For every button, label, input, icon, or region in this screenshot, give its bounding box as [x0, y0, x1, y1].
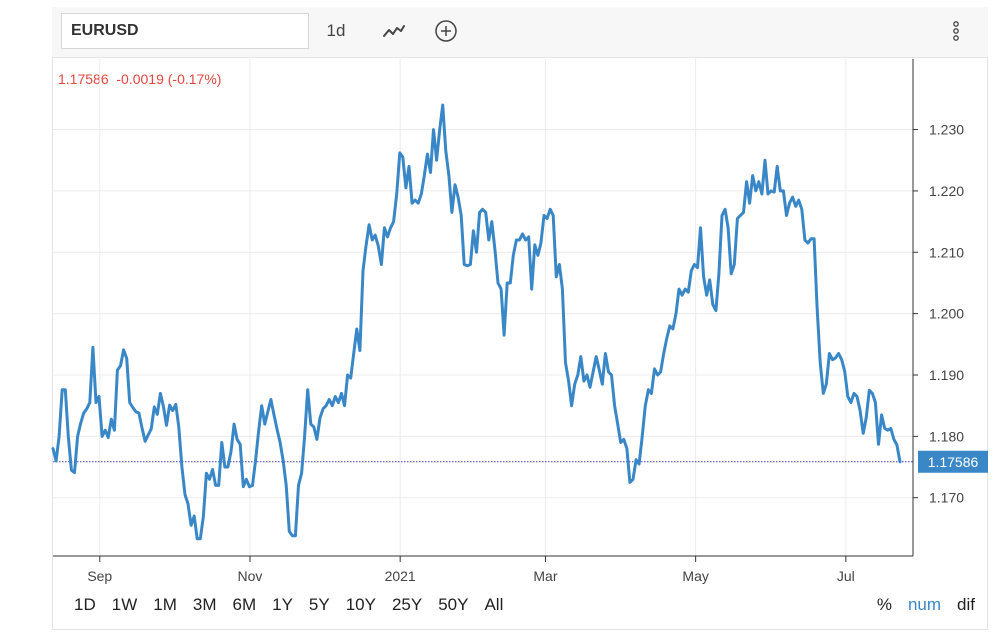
y-tick-label: 1.170 — [929, 490, 964, 506]
x-tick-label: Jul — [837, 568, 855, 584]
range-selector: 1D 1W 1M 3M 6M 1Y 5Y 10Y 25Y 50Y All — [66, 594, 511, 616]
range-6m-button[interactable]: 6M — [232, 595, 257, 614]
chart-frame — [52, 7, 988, 630]
y-tick-label: 1.210 — [929, 244, 964, 260]
y-tick-label: 1.180 — [929, 428, 964, 444]
range-1y-button[interactable]: 1Y — [272, 595, 293, 614]
line-chart-icon — [383, 25, 405, 37]
y-tick-label: 1.190 — [929, 367, 964, 383]
quote-change-pct: (-0.17%) — [167, 71, 222, 87]
chart-type-button[interactable] — [378, 14, 410, 48]
more-options-button[interactable] — [944, 14, 968, 48]
add-indicator-button[interactable] — [430, 14, 462, 48]
quote-change: -0.0019 — [116, 71, 164, 87]
range-all-button[interactable]: All — [484, 595, 504, 614]
quote-price: 1.17586 — [58, 71, 109, 87]
price-quote: 1.17586 -0.0019 (-0.17%) — [58, 71, 221, 87]
y-tick-label: 1.220 — [929, 183, 964, 199]
range-10y-button[interactable]: 10Y — [345, 595, 376, 614]
interval-button[interactable]: 1d — [326, 21, 346, 40]
more-vertical-icon — [953, 21, 959, 41]
x-tick-label: Nov — [238, 568, 263, 584]
add-circle-icon — [435, 20, 457, 42]
scale-selector: % num dif — [869, 594, 983, 616]
range-1d-button[interactable]: 1D — [74, 595, 96, 614]
x-tick-label: May — [682, 568, 708, 584]
scale-percent-button[interactable]: % — [876, 595, 892, 614]
x-tick-label: 2021 — [385, 568, 416, 584]
last-price-tag-label: 1.17586 — [928, 454, 979, 470]
range-5y-button[interactable]: 5Y — [308, 595, 330, 614]
symbol-input[interactable]: EURUSD — [61, 13, 309, 49]
price-series-line — [51, 103, 902, 541]
y-tick-label: 1.200 — [929, 306, 964, 322]
x-tick-label: Mar — [533, 568, 557, 584]
last-price-tag — [918, 450, 988, 473]
x-tick-label: Sep — [87, 568, 112, 584]
scale-num-button[interactable]: num — [907, 595, 942, 614]
y-tick-label: 1.230 — [929, 122, 964, 138]
range-1w-button[interactable]: 1W — [111, 595, 138, 614]
scale-dif-button[interactable]: dif — [957, 595, 975, 614]
range-25y-button[interactable]: 25Y — [391, 595, 423, 614]
range-50y-button[interactable]: 50Y — [438, 595, 469, 614]
range-1m-button[interactable]: 1M — [153, 595, 177, 614]
range-3m-button[interactable]: 3M — [192, 595, 217, 614]
